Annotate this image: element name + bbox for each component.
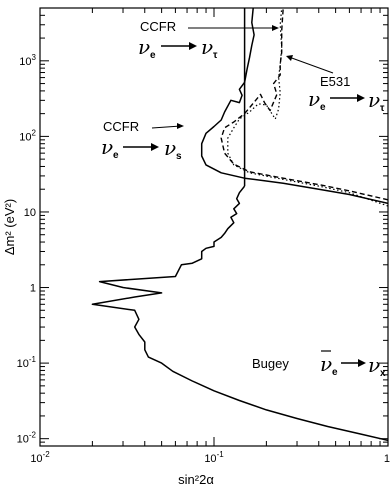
- curve-ccfr-tau: [220, 7, 389, 201]
- y-axis-label: Δm² (eV²): [2, 199, 17, 255]
- svg-text:ν: ν: [368, 353, 380, 377]
- axis-ticks: [39, 7, 389, 447]
- x-tick-label: 10-1: [204, 450, 224, 465]
- curve-bugey: [91, 185, 389, 442]
- x-tick-label: 1: [384, 453, 390, 465]
- curve-ccfr-s: [200, 7, 389, 205]
- svg-text:τ: τ: [380, 103, 385, 114]
- svg-text:τ: τ: [213, 50, 218, 61]
- svg-text:e: e: [150, 50, 156, 61]
- x-tick-labels: 10-2 10-1 1: [30, 450, 390, 465]
- svg-text:ν: ν: [101, 135, 113, 159]
- svg-text:e: e: [113, 150, 119, 161]
- annotation-ccfr-s: CCFR ν e ν s: [101, 119, 184, 162]
- y-tick-label: 102: [19, 128, 36, 143]
- svg-text:e: e: [320, 102, 326, 113]
- svg-text:Bugey: Bugey: [252, 356, 289, 371]
- svg-text:ν: ν: [368, 88, 380, 112]
- svg-text:CCFR: CCFR: [140, 19, 176, 34]
- svg-text:ν: ν: [308, 87, 320, 111]
- svg-text:ν: ν: [138, 35, 150, 59]
- y-tick-label: 103: [19, 53, 36, 68]
- y-tick-label: 1: [30, 283, 36, 295]
- annotation-ccfr-tau: CCFR ν e ν τ: [138, 19, 279, 61]
- svg-text:ν: ν: [201, 35, 213, 59]
- x-axis-label: sin²2α: [178, 472, 214, 487]
- svg-text:ν: ν: [320, 352, 332, 376]
- svg-text:ν: ν: [164, 136, 176, 160]
- svg-text:e: e: [332, 367, 338, 378]
- svg-text:x: x: [380, 368, 386, 379]
- curves: [91, 7, 389, 442]
- annotation-e531: E531 ν e ν τ: [286, 55, 385, 114]
- annotation-bugey: Bugey ν e ν x: [252, 350, 386, 379]
- curve-e531: [227, 7, 389, 207]
- svg-text:s: s: [176, 151, 182, 162]
- y-tick-label: 10-2: [17, 431, 37, 446]
- svg-text:CCFR: CCFR: [103, 119, 139, 134]
- y-tick-label: 10-1: [17, 355, 37, 370]
- y-tick-labels: 10-2 10-1 1 10 102 103: [17, 53, 37, 446]
- x-tick-label: 10-2: [30, 450, 50, 465]
- y-tick-label: 10: [24, 207, 36, 219]
- svg-text:E531: E531: [320, 74, 350, 89]
